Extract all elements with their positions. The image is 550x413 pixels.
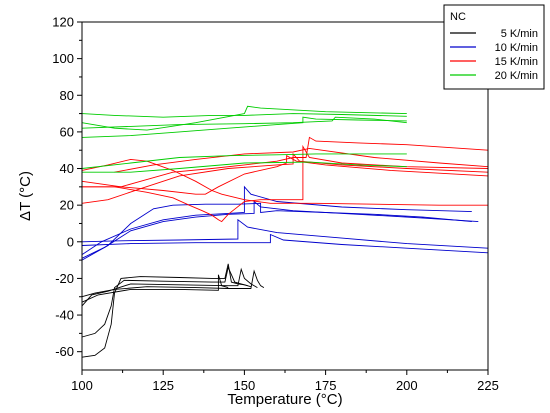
y-axis-title: ΔT (°C)	[17, 171, 34, 221]
series-line-2-curve-3	[81, 202, 472, 261]
y-tick-label: 20	[60, 198, 74, 213]
legend-title: NC	[450, 11, 466, 23]
series-line-1-curve-4	[81, 269, 265, 298]
series-line-4-curve-1	[81, 105, 407, 131]
y-tick-label: -20	[55, 271, 74, 286]
series-line-4-curve-4	[81, 116, 407, 129]
series-line-3-curve-3	[82, 136, 489, 188]
series-line-3-curve-4	[81, 158, 488, 206]
y-tick-label: 100	[52, 51, 74, 66]
legend-label: 5 K/min	[501, 28, 538, 40]
series-line-2-curve-5	[81, 233, 489, 254]
plot-frame	[81, 21, 489, 371]
x-tick-label: 125	[152, 378, 174, 393]
legend-label: 10 K/min	[495, 42, 538, 54]
y-tick-label: 80	[60, 88, 74, 103]
series-line-3-curve-2	[82, 144, 489, 223]
legend: NC 5 K/min 10 K/min 15 K/min 20 K/min	[443, 4, 545, 90]
series-layer	[81, 105, 489, 358]
y-tick-label: 0	[67, 234, 74, 249]
series-line-4-curve-3	[81, 116, 407, 138]
series-line-1-curve-2	[81, 265, 248, 338]
x-tick-label: 100	[71, 378, 93, 393]
series-line-2-curve-4	[81, 218, 489, 249]
series-line-1-curve-3	[81, 267, 258, 307]
series-line-1-curve-1	[81, 263, 252, 358]
series-line-4-curve-5	[81, 153, 407, 169]
series-line-3-curve-5	[81, 154, 489, 195]
series-line-3-curve-6	[114, 147, 489, 173]
series-line-4-curve-6	[82, 161, 407, 173]
x-tick-label: 200	[396, 378, 418, 393]
legend-entries: 5 K/min 10 K/min 15 K/min 20 K/min	[450, 28, 538, 82]
y-axis: -60 -40 -20 0 20 40 60 80 100 120	[52, 15, 82, 359]
series-line-2-curve-2	[81, 200, 479, 259]
series-line-2-curve-1	[81, 185, 472, 255]
x-axis-title: Temperature (°C)	[227, 391, 342, 408]
y-tick-label: 120	[52, 15, 74, 30]
series-line-1-curve-5	[81, 274, 229, 303]
y-tick-label: -40	[55, 308, 74, 323]
x-axis: 100 125 150 175 200 225	[71, 370, 499, 393]
y-tick-label: 60	[60, 124, 74, 139]
y-tick-label: -60	[55, 344, 74, 359]
legend-label: 15 K/min	[495, 56, 538, 68]
legend-label: 20 K/min	[495, 70, 538, 82]
x-tick-label: 175	[315, 378, 337, 393]
y-tick-label: 40	[60, 161, 74, 176]
series-line-4-curve-2	[81, 113, 407, 118]
x-tick-label: 225	[477, 378, 499, 393]
x-tick-label: 150	[234, 378, 256, 393]
